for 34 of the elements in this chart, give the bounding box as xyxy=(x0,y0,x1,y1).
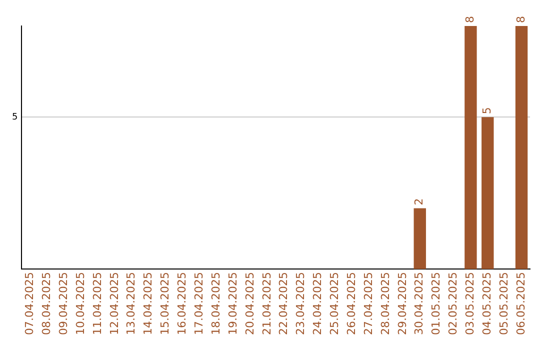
x-tick-label: 26.04.2025 xyxy=(344,272,358,336)
x-tick-label: 04.05.2025 xyxy=(480,272,494,336)
x-tick-label: 21.04.2025 xyxy=(260,272,274,336)
x-tick-label: 23.04.2025 xyxy=(294,272,308,336)
x-tick-label: 12.04.2025 xyxy=(108,272,121,336)
x-tick-label: 08.04.2025 xyxy=(40,272,53,336)
x-tick-label: 19.04.2025 xyxy=(226,272,240,336)
x-tick-label: 20.04.2025 xyxy=(243,272,256,336)
data-label: 2 xyxy=(412,198,426,206)
data-label: 8 xyxy=(514,16,528,23)
x-tick-label: 16.04.2025 xyxy=(176,272,189,336)
data-label: 5 xyxy=(480,107,494,114)
x-tick-label: 30.04.2025 xyxy=(412,272,426,336)
x-tick-label: 18.04.2025 xyxy=(209,272,222,336)
x-tick-label: 14.04.2025 xyxy=(142,272,155,336)
x-tick-label: 07.04.2025 xyxy=(23,272,36,336)
x-tick-label: 03.05.2025 xyxy=(464,272,477,336)
x-tick-label: 22.04.2025 xyxy=(277,272,290,336)
data-label: 8 xyxy=(464,16,477,23)
x-tick-label: 24.04.2025 xyxy=(311,272,324,336)
x-tick-label: 28.04.2025 xyxy=(378,272,392,336)
x-tick-label: 29.04.2025 xyxy=(396,272,409,336)
x-tick-label: 15.04.2025 xyxy=(158,272,172,336)
x-tick-label: 02.05.2025 xyxy=(446,272,460,336)
x-tick-label: 17.04.2025 xyxy=(192,272,206,336)
x-tick-label: 27.04.2025 xyxy=(362,272,375,336)
x-tick-label: 25.04.2025 xyxy=(328,272,342,336)
x-tick-label: 11.04.2025 xyxy=(90,272,104,336)
x-tick-label: 10.04.2025 xyxy=(74,272,87,336)
x-tick-label: 05.05.2025 xyxy=(497,272,510,336)
x-tick-label: 06.05.2025 xyxy=(514,272,528,336)
x-tick-label: 09.04.2025 xyxy=(56,272,70,336)
x-tick-label: 13.04.2025 xyxy=(124,272,138,336)
x-tick-label: 01.05.2025 xyxy=(430,272,443,336)
